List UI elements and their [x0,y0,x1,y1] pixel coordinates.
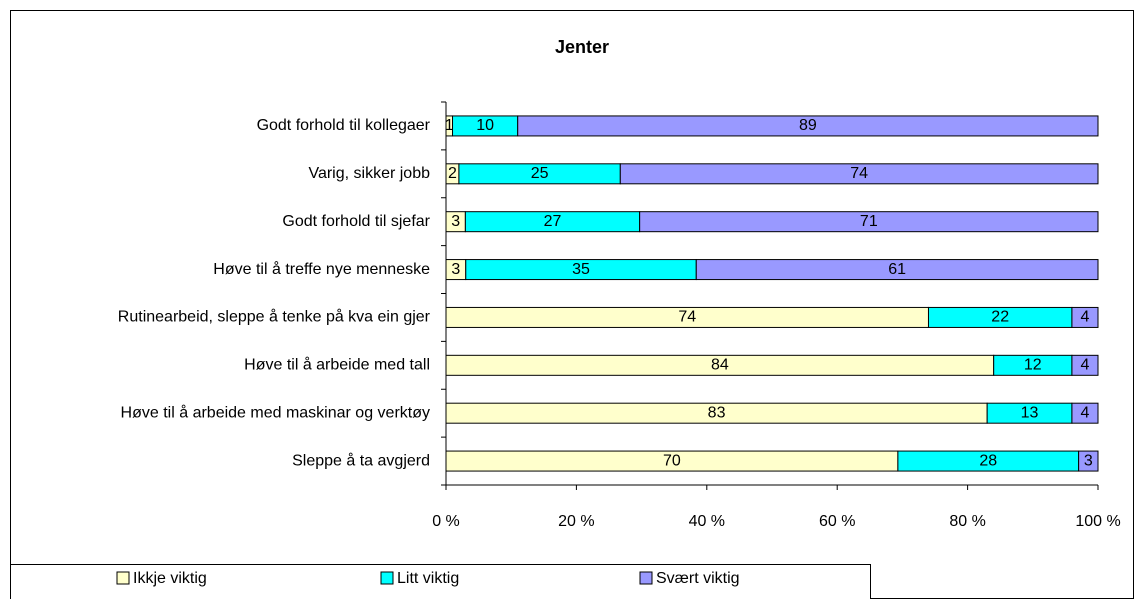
bar-segment [517,115,1099,137]
legend-label: Ikkje viktig [133,570,207,587]
bar-segment [639,211,1099,233]
data-label: 3 [451,261,460,278]
x-tick-label: 20 % [558,513,594,530]
bar-segment [1071,306,1099,328]
chart-border [10,10,1134,599]
category-label: Høve til å arbeide med tall [244,356,430,374]
category-label: Rutinearbeid, sleppe å tenke på kva ein … [118,308,431,326]
x-tick-label: 100 % [1075,513,1120,530]
data-label: 25 [531,165,549,182]
data-label: 35 [572,261,590,278]
data-label: 12 [1024,357,1042,374]
legend-label: Litt viktig [397,570,459,587]
data-label: 61 [888,261,906,278]
data-label: 2 [448,165,457,182]
category-label: Sleppe å ta avgjerd [292,451,430,469]
legend-swatch [380,571,394,585]
data-label: 89 [799,117,817,134]
data-label: 3 [451,213,460,230]
data-label: 70 [663,452,681,469]
x-tick-label: 60 % [819,513,855,530]
data-label: 83 [708,404,726,421]
data-label: 13 [1021,404,1039,421]
data-label: 4 [1081,309,1090,326]
x-tick-label: 80 % [949,513,985,530]
x-tick-label: 0 % [432,513,460,530]
category-label: Godt forhold til sjefar [282,213,430,230]
data-label: 1 [445,117,454,134]
bar-segment [695,259,1099,281]
data-label: 71 [860,213,878,230]
bar-segment [1071,354,1099,376]
legend-swatch [116,571,130,585]
data-label: 22 [991,309,1009,326]
bar-segment [1078,450,1099,472]
data-label: 4 [1081,404,1090,421]
category-label: Høve til å arbeide med maskinar og verkt… [121,403,430,421]
data-label: 84 [711,357,729,374]
data-label: 74 [678,309,696,326]
data-label: 28 [979,452,997,469]
data-label: 27 [544,213,562,230]
category-label: Varig, sikker jobb [308,165,430,182]
category-label: Høve til å treffe nye menneske [213,260,430,278]
legend-box [10,564,871,599]
x-tick-label: 40 % [689,513,725,530]
bar-segment [1071,402,1099,424]
bar-segment [619,163,1099,185]
data-label: 4 [1081,357,1090,374]
data-label: 74 [850,165,868,182]
legend-label: Svært viktig [656,570,740,587]
data-label: 10 [476,117,494,134]
chart-title: Jenter [555,37,609,57]
legend-swatch [639,571,653,585]
data-label: 3 [1084,452,1093,469]
category-label: Godt forhold til kollegaer [257,117,431,134]
